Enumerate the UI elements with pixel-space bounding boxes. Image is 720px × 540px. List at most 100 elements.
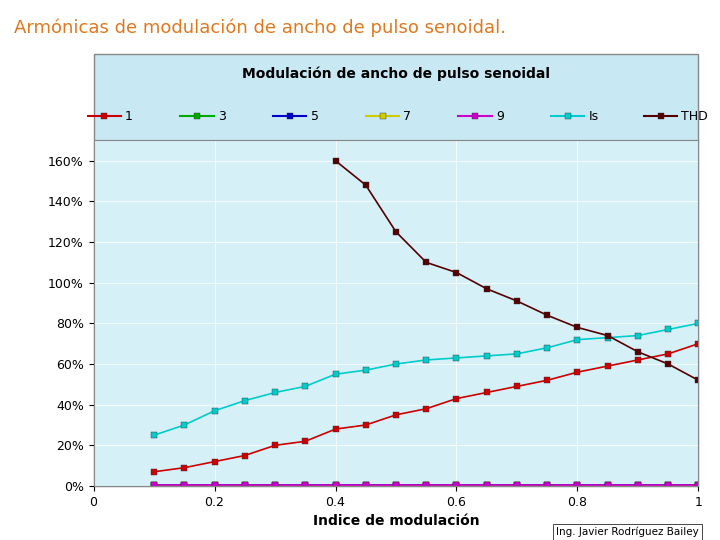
5 [240, 482, 249, 489]
THD [361, 182, 370, 188]
1 [180, 464, 189, 471]
Is [301, 383, 310, 390]
1 [331, 426, 340, 433]
5 [513, 482, 521, 489]
5 [664, 482, 672, 489]
7 [240, 482, 249, 489]
THD [422, 259, 431, 266]
1 [150, 469, 158, 475]
THD [392, 228, 400, 235]
Is [271, 389, 279, 396]
9 [301, 482, 310, 488]
Line: 7: 7 [150, 482, 702, 489]
5 [452, 482, 461, 489]
9 [422, 482, 431, 488]
THD [694, 377, 703, 383]
3 [634, 482, 642, 488]
7 [301, 482, 310, 489]
THD [543, 312, 552, 319]
1 [664, 350, 672, 357]
7 [452, 482, 461, 489]
3 [513, 482, 521, 488]
Is [392, 361, 400, 367]
Text: 1: 1 [125, 110, 133, 123]
7 [331, 482, 340, 489]
Text: THD: THD [681, 110, 708, 123]
5 [392, 482, 400, 489]
5 [301, 482, 310, 489]
Is [240, 397, 249, 404]
1 [301, 438, 310, 444]
5 [361, 482, 370, 489]
9 [482, 482, 491, 488]
1 [422, 406, 431, 412]
1 [513, 383, 521, 390]
Is [634, 332, 642, 339]
9 [150, 482, 158, 488]
Line: 1: 1 [150, 340, 702, 475]
5 [150, 482, 158, 489]
5 [573, 482, 582, 489]
3 [150, 482, 158, 488]
7 [482, 482, 491, 489]
9 [392, 482, 400, 488]
7 [150, 482, 158, 489]
1 [573, 369, 582, 375]
THD [513, 298, 521, 304]
5 [634, 482, 642, 489]
THD [573, 324, 582, 330]
THD [634, 349, 642, 355]
Text: Is: Is [589, 110, 599, 123]
7 [422, 482, 431, 489]
7 [664, 482, 672, 489]
Is [331, 371, 340, 377]
7 [361, 482, 370, 489]
3 [422, 482, 431, 488]
5 [482, 482, 491, 489]
9 [664, 482, 672, 488]
7 [392, 482, 400, 489]
7 [603, 482, 612, 489]
5 [694, 482, 703, 489]
9 [361, 482, 370, 488]
Line: 3: 3 [150, 482, 702, 489]
3 [301, 482, 310, 488]
7 [271, 482, 279, 489]
9 [543, 482, 552, 488]
Is [664, 326, 672, 333]
1 [392, 411, 400, 418]
Text: Ing. Javier Rodríguez Bailey: Ing. Javier Rodríguez Bailey [556, 527, 698, 537]
Text: Armónicas de modulación de ancho de pulso senoidal.: Armónicas de modulación de ancho de puls… [14, 19, 506, 37]
7 [634, 482, 642, 489]
9 [240, 482, 249, 488]
3 [331, 482, 340, 488]
THD [452, 269, 461, 276]
1 [694, 340, 703, 347]
9 [452, 482, 461, 488]
Is [361, 367, 370, 373]
3 [573, 482, 582, 488]
1 [361, 422, 370, 428]
1 [240, 453, 249, 459]
Is [180, 422, 189, 428]
Text: Modulación de ancho de pulso senoidal: Modulación de ancho de pulso senoidal [242, 67, 550, 82]
9 [573, 482, 582, 488]
5 [422, 482, 431, 489]
Is [422, 357, 431, 363]
7 [573, 482, 582, 489]
Text: 5: 5 [310, 110, 318, 123]
Is [694, 320, 703, 327]
9 [603, 482, 612, 488]
9 [634, 482, 642, 488]
7 [180, 482, 189, 489]
3 [361, 482, 370, 488]
5 [543, 482, 552, 489]
5 [331, 482, 340, 489]
3 [482, 482, 491, 488]
1 [210, 458, 219, 465]
3 [210, 482, 219, 488]
9 [180, 482, 189, 488]
3 [543, 482, 552, 488]
Line: 5: 5 [150, 482, 702, 489]
3 [180, 482, 189, 488]
